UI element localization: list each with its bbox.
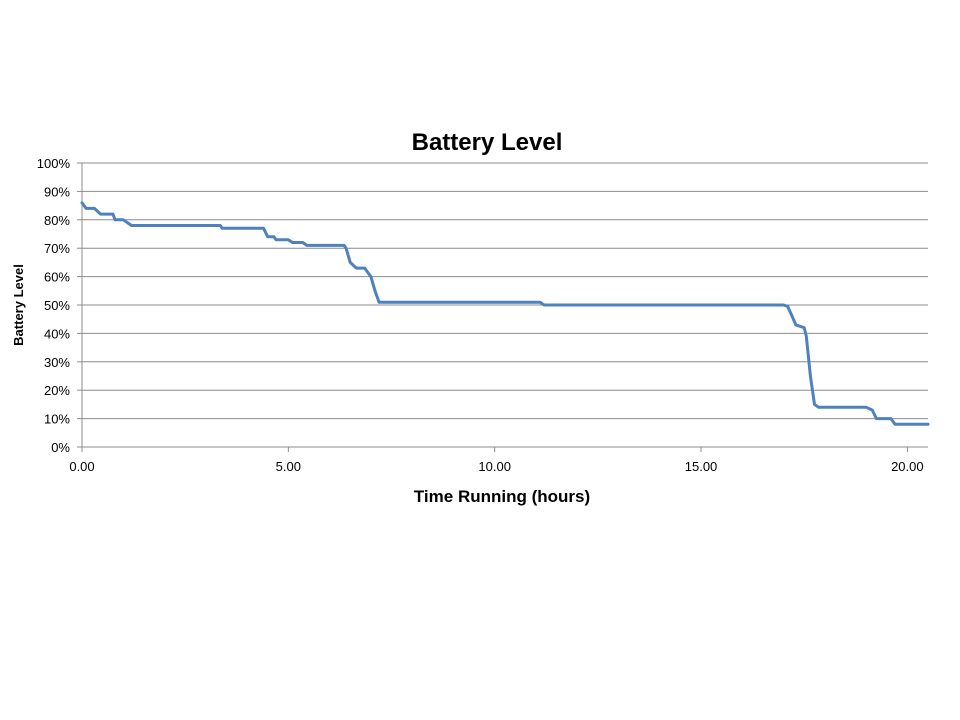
y-tick-label: 40%: [44, 326, 70, 341]
y-tick-label: 100%: [37, 156, 71, 171]
x-tick-label: 20.00: [891, 459, 924, 474]
x-axis-ticks: 0.00 5.00 10.00 15.00 20.00: [69, 447, 924, 474]
gridlines: [82, 162, 928, 420]
y-tick-label: 90%: [44, 184, 70, 199]
y-tick-label: 80%: [44, 213, 70, 228]
y-tick-label: 0%: [51, 440, 70, 455]
y-axis-ticks: 0% 10% 20% 30% 40% 50% 60% 70% 80% 90% 100%: [37, 156, 82, 455]
x-tick-label: 15.00: [685, 459, 718, 474]
y-tick-label: 50%: [44, 298, 70, 313]
x-tick-label: 5.00: [276, 459, 301, 474]
y-tick-label: 30%: [44, 355, 70, 370]
x-axis-label: Time Running (hours): [414, 487, 590, 506]
chart-title: Battery Level: [412, 129, 563, 156]
y-tick-label: 70%: [44, 241, 70, 256]
battery-level-series-line: [80, 201, 930, 426]
y-tick-label: 60%: [44, 270, 70, 285]
y-axis-label: Battery Level: [11, 264, 26, 346]
y-tick-label: 10%: [44, 412, 70, 427]
y-tick-label: 20%: [44, 383, 70, 398]
x-tick-label: 10.00: [478, 459, 511, 474]
x-tick-label: 0.00: [69, 459, 94, 474]
